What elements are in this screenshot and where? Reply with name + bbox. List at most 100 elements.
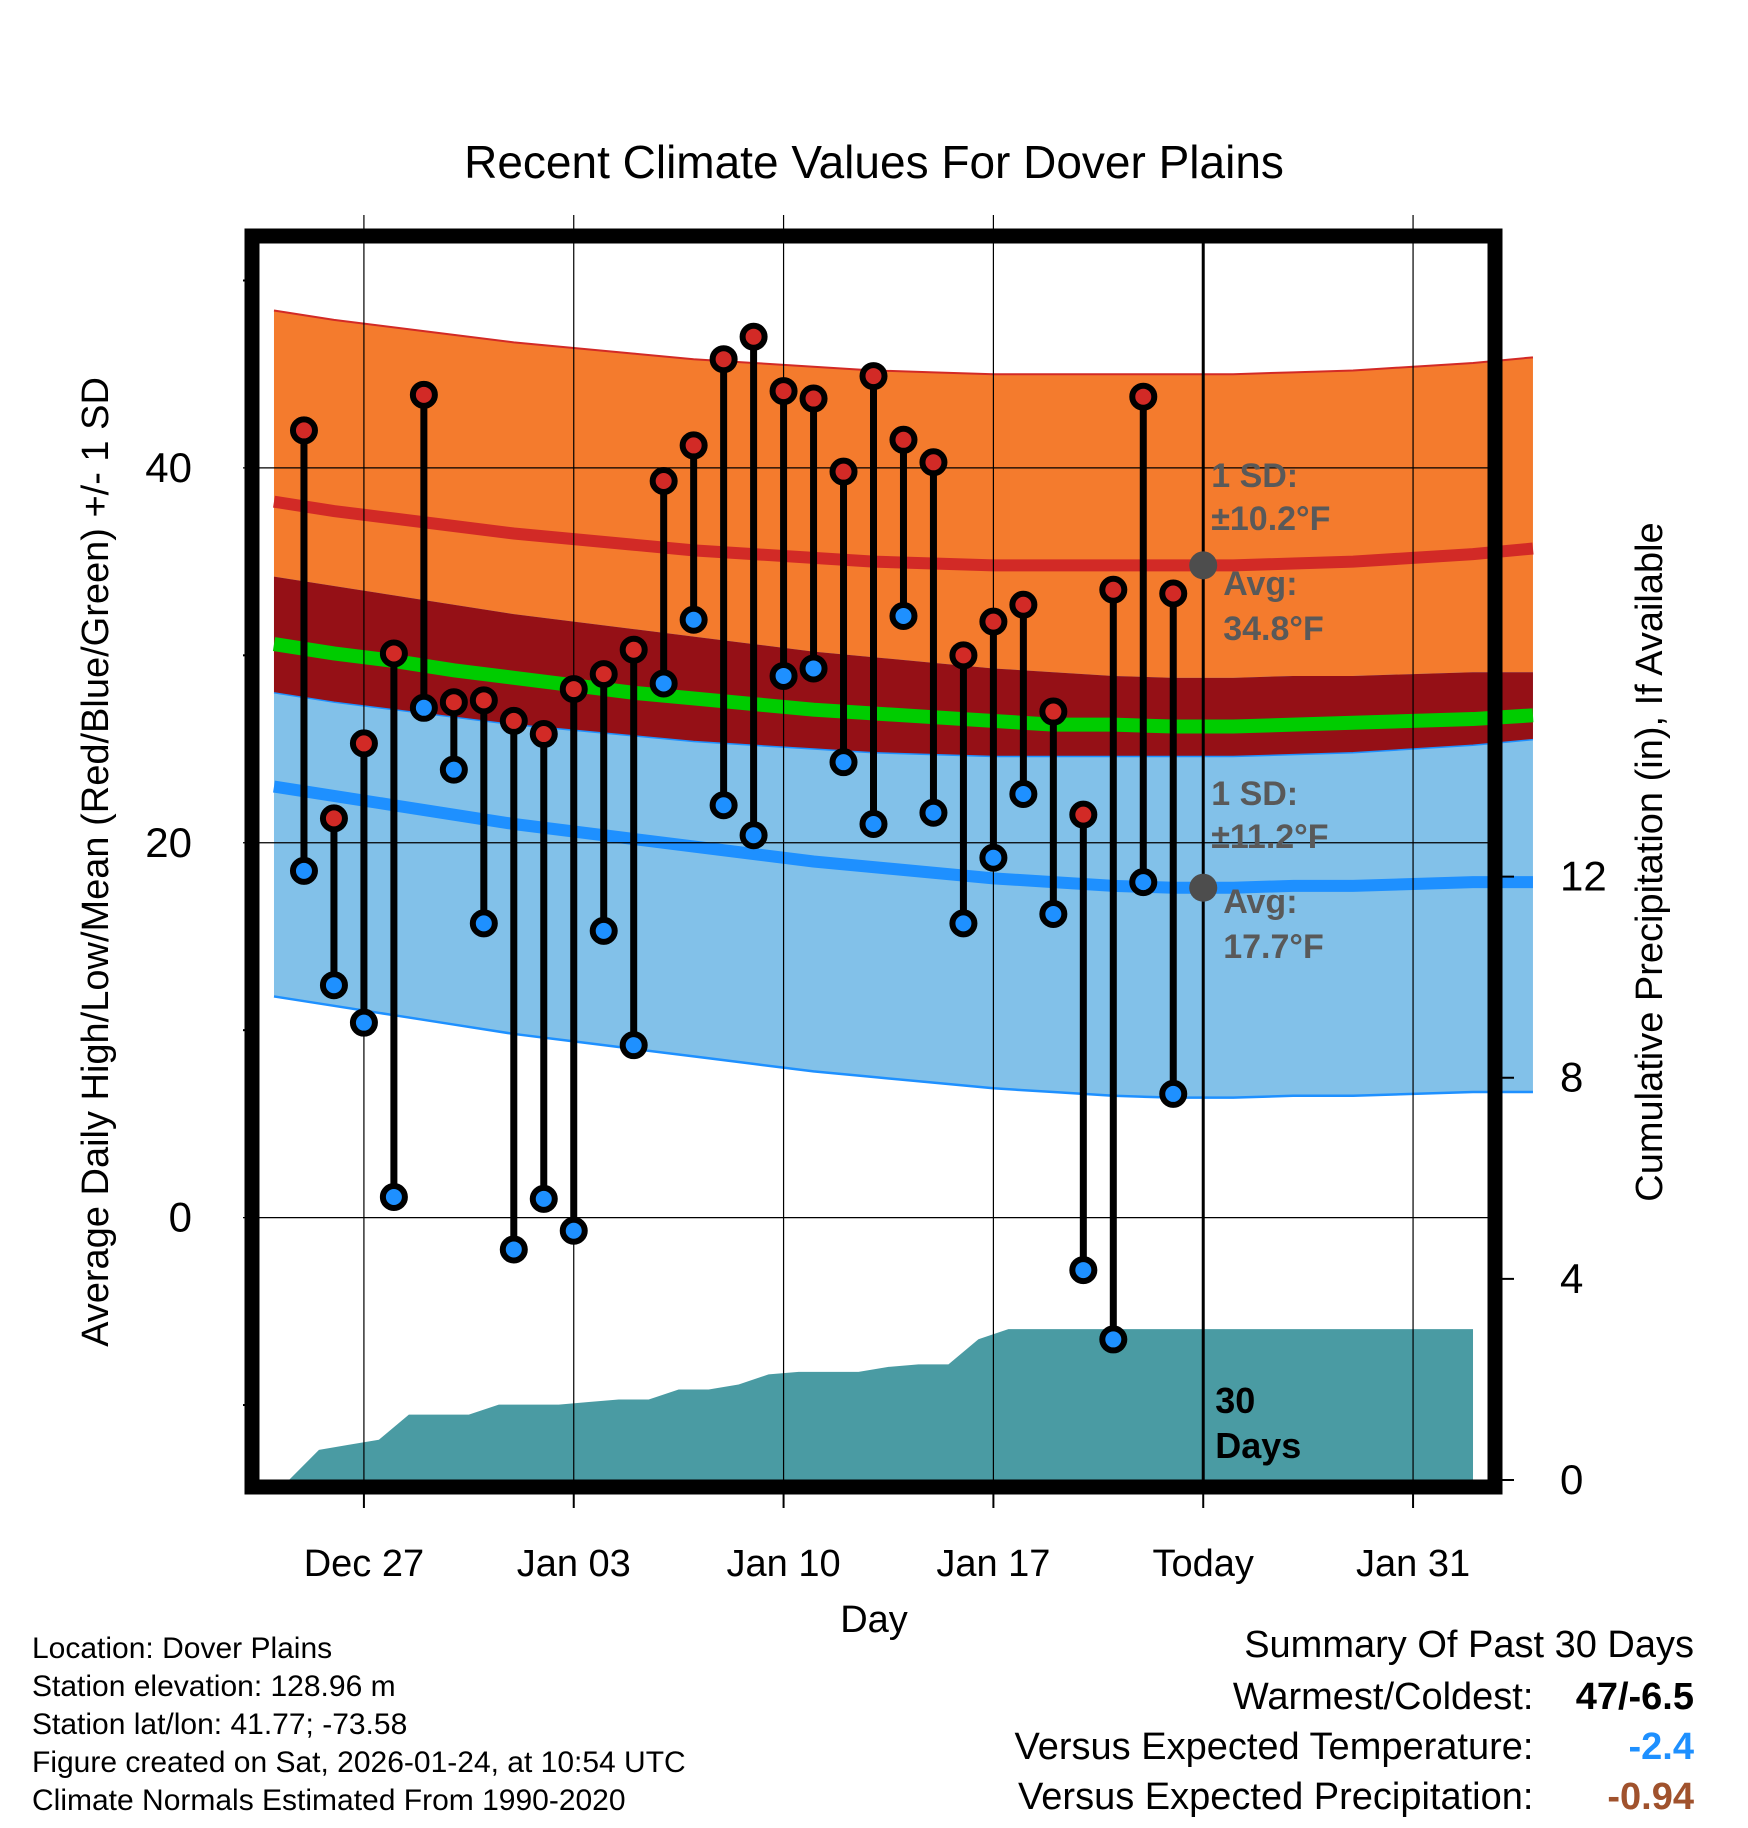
low-avg-value: 17.7°F	[1223, 928, 1324, 966]
low-avg-marker	[1189, 873, 1218, 902]
daily-low-point	[379, 1182, 408, 1211]
daily-high-point	[499, 706, 528, 735]
y2-tick-label: 8	[1560, 1054, 1583, 1101]
daily-low-point	[979, 843, 1008, 872]
daily-low-point	[1069, 1256, 1098, 1285]
climate-bands	[272, 309, 1534, 1099]
x-tick-label: Jan 31	[1356, 1543, 1470, 1585]
daily-high-point	[859, 362, 888, 391]
daily-high-point	[679, 431, 708, 460]
daily-low-point	[559, 1216, 588, 1245]
daily-high-point	[379, 639, 408, 668]
x-tick-label: Jan 10	[727, 1543, 841, 1585]
y2-tick-label: 4	[1560, 1255, 1583, 1302]
overlap-band	[273, 576, 1533, 757]
precipitation-area	[288, 1329, 1474, 1480]
precip-cumulative-area	[288, 1329, 1474, 1480]
daily-high-point	[739, 322, 768, 351]
daily-high-point	[799, 384, 828, 413]
x-tick-label: Jan 03	[517, 1543, 631, 1585]
daily-low-point	[439, 755, 468, 784]
daily-low-point	[949, 909, 978, 938]
daily-low-point	[1129, 868, 1158, 897]
summary-title: Summary Of Past 30 Days	[1244, 1624, 1694, 1666]
annotations: 1 SD: ±10.2°F Avg: 34.8°F 1 SD: ±11.2°F Avg: 17…	[1189, 457, 1330, 1466]
daily-low-point	[829, 748, 858, 777]
summary-precip-row: Versus Expected Precipitation: -0.94	[1018, 1776, 1694, 1819]
daily-high-point	[769, 377, 798, 406]
daily-high-point	[919, 448, 948, 477]
daily-high-point	[649, 467, 678, 496]
daily-low-point	[649, 669, 678, 698]
y-axis-label: Average Daily High/Low/Mean (Red/Blue/Gr…	[75, 377, 117, 1347]
daily-high-point	[469, 686, 498, 715]
warmest-value: 47/-6.5	[1575, 1676, 1694, 1718]
daily-high-point	[889, 425, 918, 454]
daily-low-point	[289, 856, 318, 885]
latlon-text: Station lat/lon: 41.77; -73.58	[32, 1708, 408, 1741]
daily-low-point	[1009, 780, 1038, 809]
y2-tick-label: 0	[1560, 1456, 1583, 1503]
low-avg-label: Avg:	[1223, 883, 1297, 921]
daily-low-point	[499, 1235, 528, 1264]
daily-low-point	[919, 798, 948, 827]
daily-temperature-series	[289, 322, 1188, 1354]
window-label-line2: Days	[1215, 1425, 1301, 1466]
plot-frame	[244, 228, 1503, 1495]
daily-low-point	[1099, 1325, 1128, 1354]
daily-high-point	[1129, 382, 1158, 411]
daily-high-point	[619, 635, 648, 664]
daily-high-point	[1069, 800, 1098, 829]
y2-tick-label: 12	[1560, 853, 1607, 900]
x-axis-label: Day	[840, 1599, 908, 1641]
precip-value: -0.94	[1607, 1776, 1694, 1818]
temp-value: -2.4	[1628, 1726, 1694, 1768]
daily-low-point	[769, 661, 798, 690]
low-sd-value: ±11.2°F	[1211, 818, 1328, 856]
high-avg-marker	[1189, 551, 1218, 580]
warmest-label: Warmest/Coldest:	[1232, 1676, 1534, 1718]
daily-low-point	[469, 909, 498, 938]
high-sd-label: 1 SD:	[1211, 457, 1298, 495]
normals-text: Climate Normals Estimated From 1990-2020	[32, 1784, 626, 1817]
daily-high-point	[829, 457, 858, 486]
daily-high-point	[559, 675, 588, 704]
y-tick-label: 20	[145, 819, 192, 866]
summary-temp-row: Versus Expected Temperature: -2.4	[1015, 1726, 1694, 1769]
chart-title: Recent Climate Values For Dover Plains	[464, 136, 1284, 188]
daily-high-point	[1159, 579, 1188, 608]
daily-low-point	[619, 1031, 648, 1060]
y2-axis-label: Cumulative Precipitation (in), If Availa…	[1629, 522, 1671, 1201]
daily-high-point	[1009, 590, 1038, 619]
created-text: Figure created on Sat, 2026-01-24, at 10…	[32, 1746, 686, 1779]
axes: Dec 27 Jan 03 Jan 10 Jan 17 Today Jan 3102040…	[145, 228, 1607, 1585]
daily-low-point	[709, 791, 738, 820]
daily-high-point	[289, 416, 318, 445]
daily-high-point	[1039, 697, 1068, 726]
daily-high-point	[319, 804, 348, 833]
daily-high-point	[709, 345, 738, 374]
daily-high-point	[349, 729, 378, 758]
daily-high-point	[529, 720, 558, 749]
daily-high-point	[409, 380, 438, 409]
daily-low-point	[349, 1008, 378, 1037]
y-tick-label: 40	[145, 444, 192, 491]
summary-warmest-row: Warmest/Coldest: 47/-6.5	[1233, 1676, 1694, 1719]
location-text: Location: Dover Plains	[32, 1632, 333, 1665]
high-avg-label: Avg:	[1223, 565, 1297, 603]
daily-high-point	[979, 607, 1008, 636]
high-sd-value: ±10.2°F	[1211, 500, 1330, 538]
daily-low-point	[589, 916, 618, 945]
window-label-line1: 30	[1215, 1380, 1255, 1421]
high-upper-edge	[273, 309, 1534, 376]
daily-low-point	[889, 601, 918, 630]
temp-label: Versus Expected Temperature:	[1014, 1726, 1534, 1768]
x-tick-label: Dec 27	[304, 1543, 424, 1585]
low-lower-edge	[273, 995, 1533, 1099]
daily-low-point	[1039, 899, 1068, 928]
normal-mean-line	[272, 637, 1534, 734]
daily-high-point	[1099, 575, 1128, 604]
low-sd-label: 1 SD:	[1211, 775, 1298, 813]
high-avg-value: 34.8°F	[1223, 610, 1324, 648]
